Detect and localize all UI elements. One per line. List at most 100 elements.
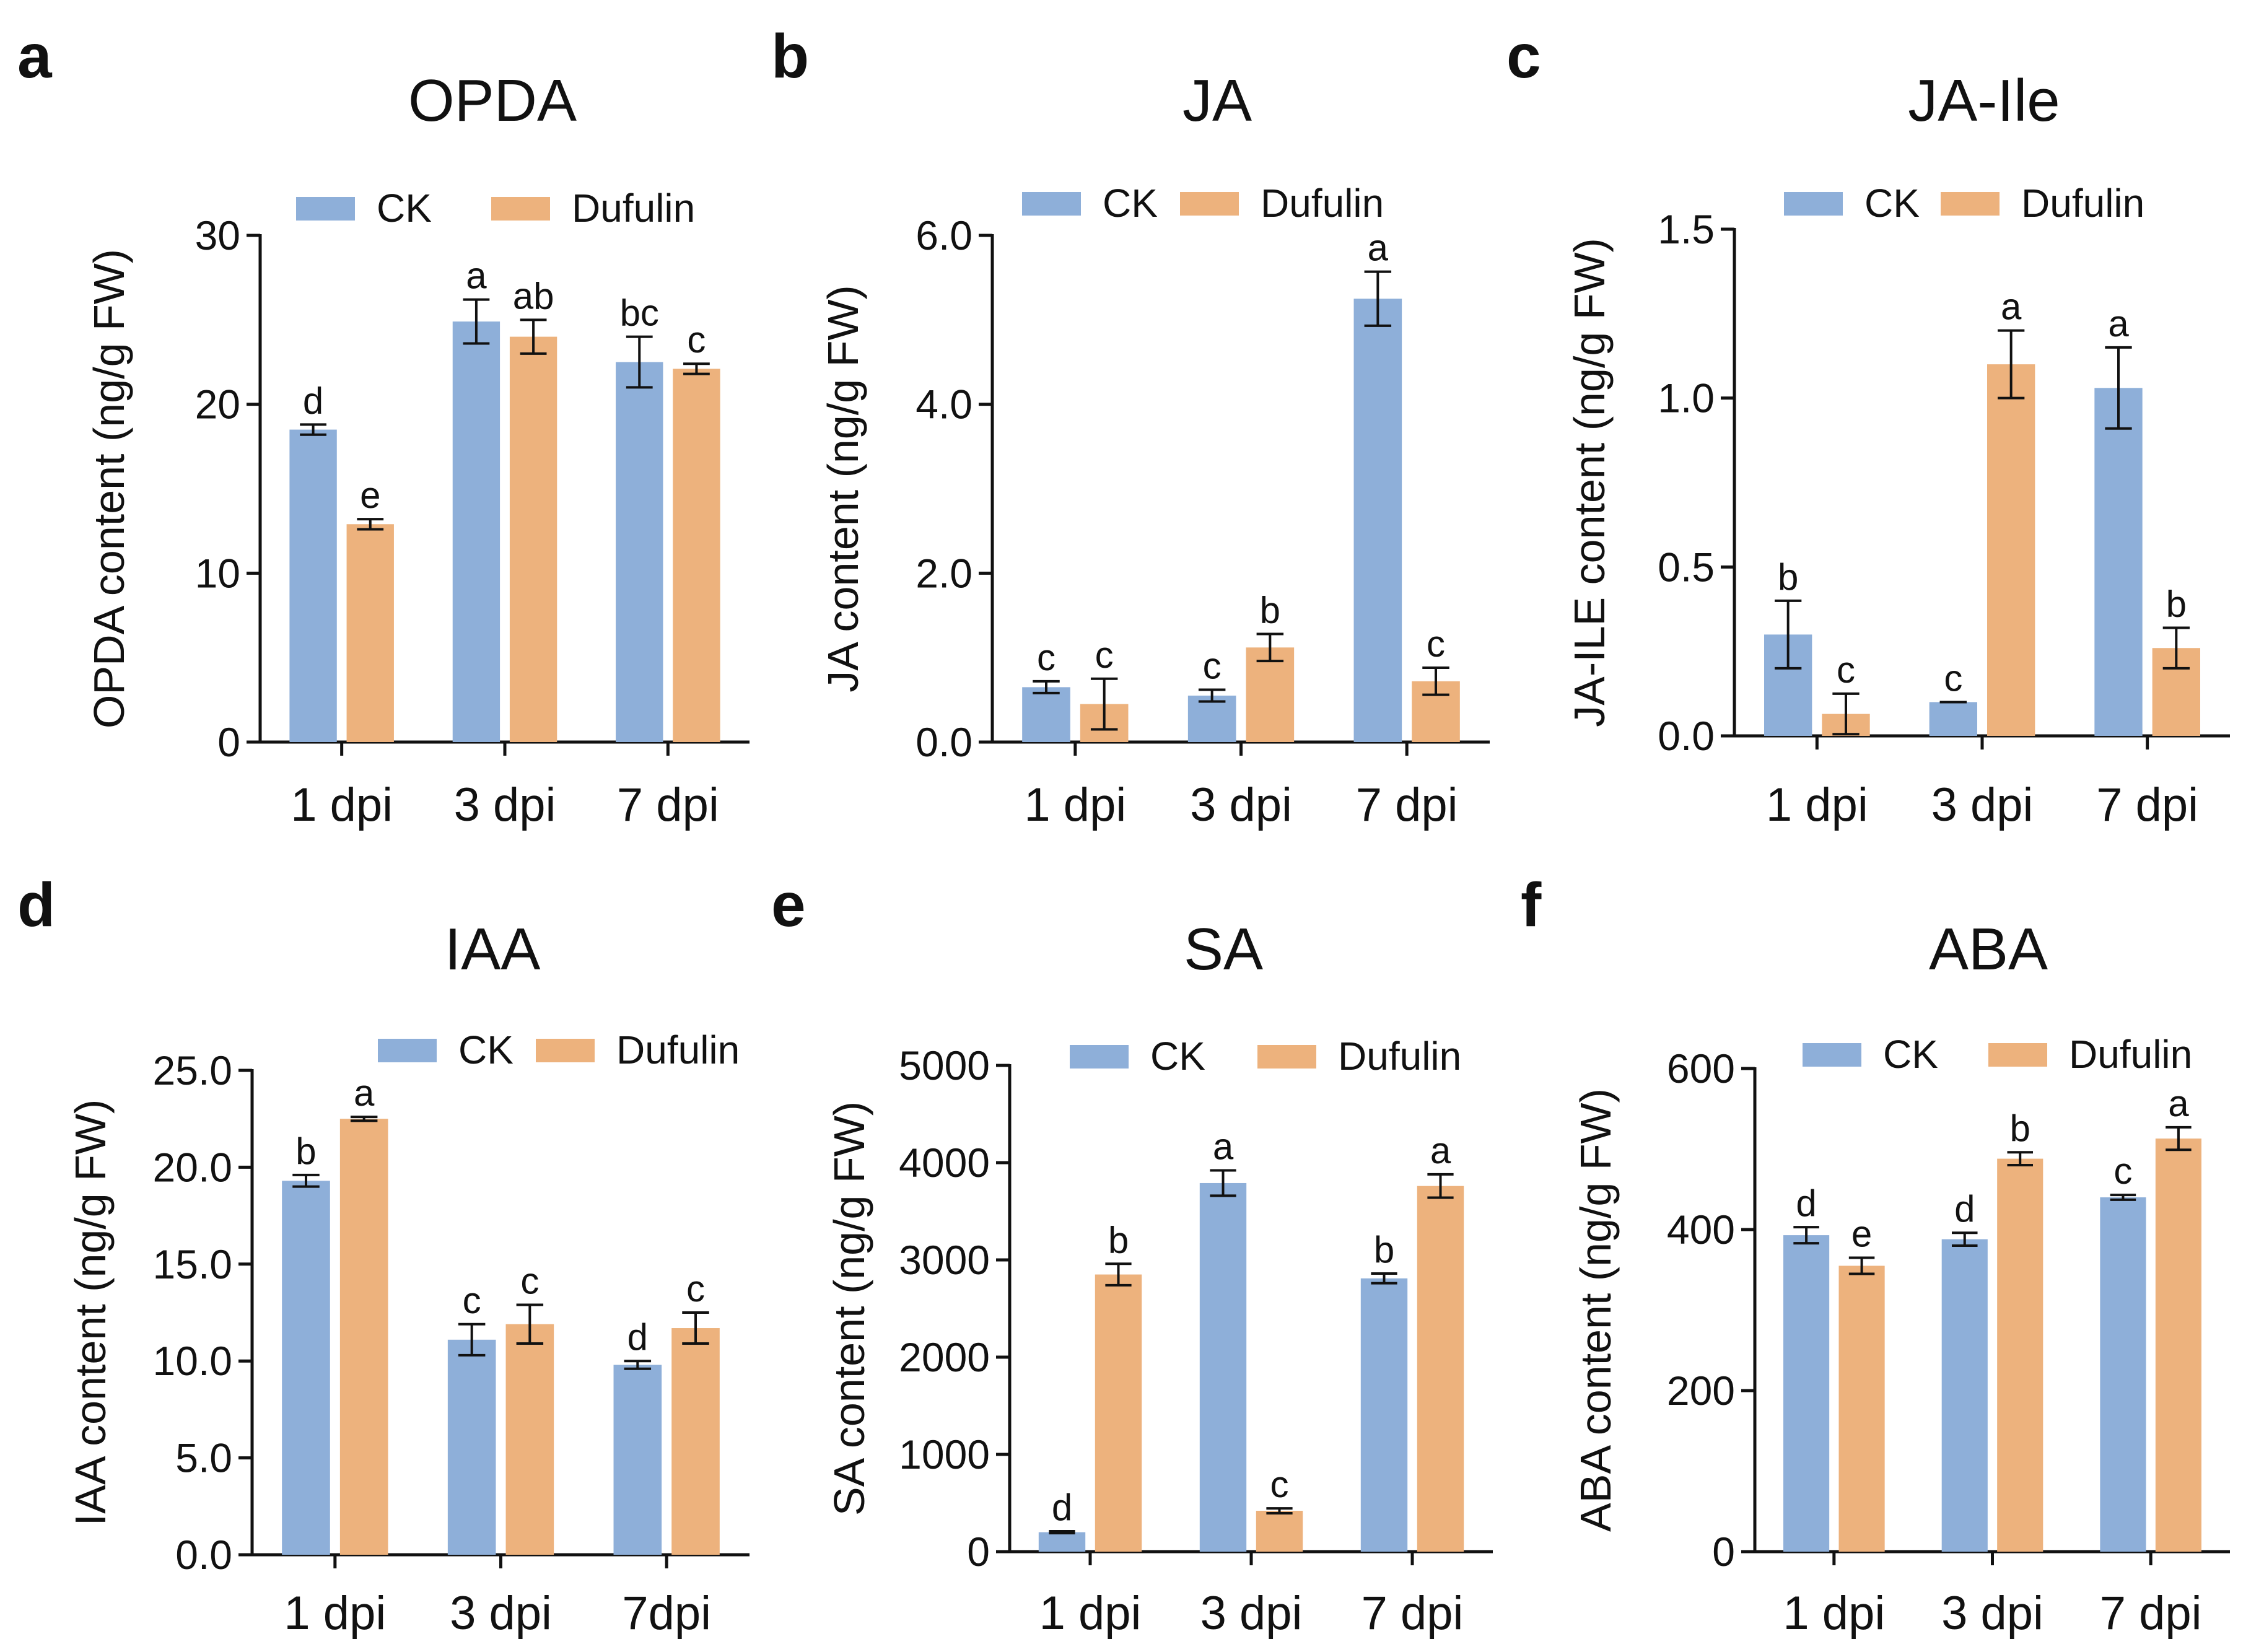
significance-label: a — [2108, 303, 2129, 344]
error-bar — [1848, 1256, 1875, 1275]
error-bar — [2007, 1151, 2034, 1166]
y-tick-label: 0.0 — [916, 719, 973, 765]
error-bar — [683, 362, 710, 375]
bar-ck-3 — [2100, 1197, 2146, 1552]
error-bar — [626, 335, 653, 389]
bar-ck-3 — [1360, 1278, 1408, 1552]
bar-ck-2 — [1199, 1182, 1247, 1552]
significance-label: bc — [620, 292, 659, 334]
significance-label: ab — [513, 275, 554, 317]
x-category-label: 3 dpi — [1931, 779, 2034, 831]
y-tick-label: 10.0 — [153, 1338, 232, 1384]
error-bar — [357, 518, 384, 531]
y-tick-label: 3000 — [899, 1237, 990, 1283]
bar-ck-2 — [1929, 702, 1977, 736]
bar-dufulin-1 — [1838, 1265, 1885, 1552]
x-category-label: 1 dpi — [1766, 779, 1868, 831]
error-bar — [1832, 692, 1860, 736]
y-axis-title: IAA content (ng/g FW) — [66, 1099, 115, 1526]
error-bar — [1210, 1169, 1236, 1197]
significance-label: c — [1270, 1464, 1289, 1505]
y-tick-label: 4000 — [899, 1140, 990, 1186]
error-bar — [624, 1360, 652, 1370]
significance-label: a — [2001, 286, 2022, 328]
y-tick-label: 30 — [195, 212, 240, 258]
bar-dufulin-2 — [509, 336, 557, 742]
panel-b-ja: b JA CK Dufulin 0.0 2.0 4.0 6.0 JA content (ng/g… — [771, 22, 1490, 831]
significance-label: a — [354, 1072, 375, 1114]
error-bar — [1198, 688, 1226, 703]
legend-swatch-ck — [378, 1039, 437, 1062]
significance-label: e — [1851, 1213, 1872, 1255]
error-bar — [2110, 1194, 2136, 1201]
significance-label: d — [627, 1316, 648, 1358]
legend-label-ck: CK — [1103, 181, 1158, 225]
panel-f-aba: f ABA CK Dufulin 0 200 400 600 ABA content (ng/g… — [1521, 870, 2230, 1640]
bar-ck-3 — [1353, 299, 1402, 742]
bar-ck-1 — [289, 429, 337, 742]
error-bar — [292, 1173, 320, 1188]
legend-swatch-dufulin — [1257, 1045, 1316, 1069]
x-category-label: 1 dpi — [291, 779, 393, 831]
bar-ck-2 — [1941, 1239, 1988, 1552]
bar-dufulin-3 — [673, 369, 720, 742]
significance-label: d — [1052, 1487, 1072, 1528]
significance-label: a — [1430, 1130, 1451, 1171]
error-bar — [463, 298, 490, 345]
x-category-label: 3 dpi — [1190, 779, 1292, 831]
y-tick-label: 400 — [1667, 1207, 1735, 1252]
legend-swatch-dufulin — [536, 1039, 595, 1062]
significance-label: e — [360, 474, 380, 516]
x-category-label: 7 dpi — [1356, 779, 1458, 831]
error-bar — [1951, 1231, 1978, 1247]
y-tick-label: 600 — [1667, 1046, 1735, 1091]
error-bar — [1256, 632, 1284, 663]
error-bar — [350, 1116, 378, 1122]
y-tick-label: 1000 — [899, 1431, 990, 1477]
bar-dufulin-1 — [339, 1119, 388, 1555]
significance-label: c — [1837, 649, 1855, 691]
legend-swatch-dufulin — [491, 197, 550, 221]
significance-label: c — [686, 1268, 705, 1309]
y-tick-label: 2.0 — [916, 550, 973, 596]
significance-label: c — [1944, 657, 1962, 699]
significance-label: b — [295, 1130, 316, 1172]
y-tick-label: 5000 — [899, 1042, 990, 1088]
legend-label-ck: CK — [377, 186, 432, 230]
significance-label: a — [1213, 1126, 1234, 1168]
x-category-label: 7 dpi — [1362, 1587, 1464, 1640]
bar-dufulin-2 — [1997, 1158, 2043, 1552]
panel-letter: f — [1521, 870, 1542, 940]
x-category-label: 1 dpi — [1024, 779, 1126, 831]
bar-dufulin-3 — [2155, 1138, 2201, 1552]
y-tick-label: 0.0 — [1658, 713, 1715, 759]
x-category-label: 1 dpi — [1039, 1587, 1142, 1640]
legend-swatch-dufulin — [1180, 192, 1239, 216]
bar-ck-2 — [447, 1339, 496, 1555]
legend-label-dufulin: Dufulin — [616, 1028, 740, 1072]
significance-label: c — [463, 1280, 481, 1321]
significance-label: d — [303, 380, 323, 421]
significance-label: c — [1203, 645, 1222, 686]
error-bar — [300, 423, 326, 436]
panel-title: SA — [1184, 916, 1263, 982]
significance-label: b — [1778, 556, 1798, 598]
x-category-label: 1 dpi — [1783, 1587, 1885, 1640]
bar-ck-1 — [1783, 1235, 1830, 1552]
error-bar — [1371, 1272, 1397, 1285]
y-axis-title: JA content (ng/g FW) — [819, 285, 867, 692]
bar-dufulin-2 — [505, 1324, 554, 1555]
y-axis-title: SA content (ng/g FW) — [825, 1101, 873, 1516]
x-category-label: 3 dpi — [454, 779, 556, 831]
error-bar — [2105, 346, 2132, 430]
panel-e-sa: e SA CK Dufulin 0 1000 2000 3000 4000 5000 SA cont… — [771, 870, 1493, 1640]
error-bar — [1033, 680, 1060, 694]
error-bar — [520, 318, 547, 355]
significance-label: c — [687, 319, 706, 361]
bar-ck-2 — [452, 321, 500, 742]
significance-label: a — [2168, 1083, 2189, 1124]
y-tick-label: 20 — [195, 382, 240, 427]
x-category-label: 1 dpi — [284, 1587, 386, 1640]
error-bar — [682, 1311, 709, 1345]
panel-title: JA — [1182, 68, 1252, 134]
